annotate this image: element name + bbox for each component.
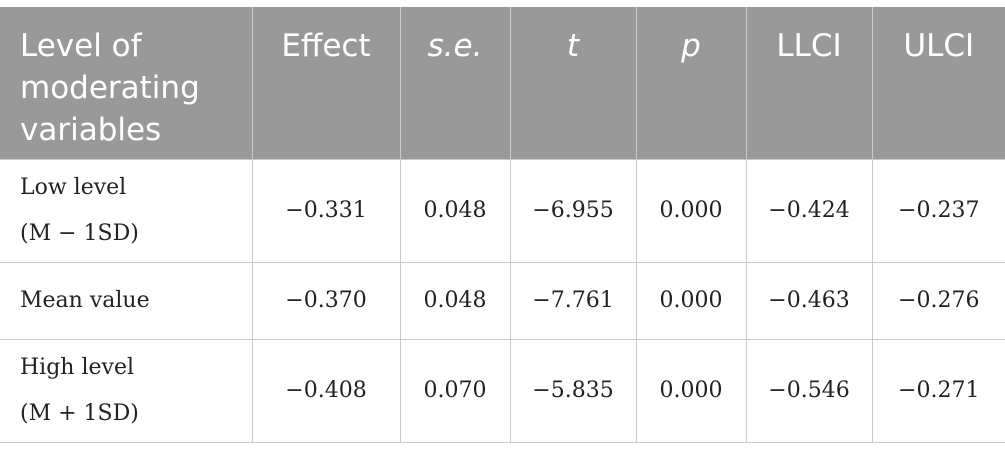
row-label: Low level (M − 1SD) [0, 158, 253, 263]
row-label-line1: High level [20, 354, 135, 380]
cell-p: 0.000 [635, 261, 747, 340]
cell-p: 0.000 [635, 158, 747, 263]
table-row-high-level: High level (M + 1SD) −0.408 0.070 −5.835… [0, 338, 1005, 443]
header-row: Level of moderating variables Effect s.e… [0, 7, 1005, 159]
header-llci: LLCI [745, 7, 872, 159]
cell-t: −7.761 [509, 261, 637, 340]
cell-effect: −0.331 [251, 158, 401, 263]
header-effect: Effect [251, 7, 400, 159]
cell-ulci: −0.237 [871, 158, 1005, 263]
cell-se: 0.070 [399, 338, 511, 443]
cell-se: 0.048 [399, 261, 511, 340]
header-se: s.e. [399, 7, 510, 159]
cell-effect: −0.370 [251, 261, 401, 340]
row-label-line2: (M − 1SD) [20, 220, 139, 246]
cell-llci: −0.424 [745, 158, 873, 263]
row-label-line1: Mean value [20, 287, 150, 313]
table-header: Level of moderating variables Effect s.e… [0, 7, 1005, 159]
header-level: Level of moderating variables [0, 7, 252, 159]
cell-t: −6.955 [509, 158, 637, 263]
cell-ulci: −0.271 [871, 338, 1005, 443]
header-p: p [635, 7, 746, 159]
table-row-mean-value: Mean value −0.370 0.048 −7.761 0.000 −0.… [0, 261, 1005, 340]
cell-t: −5.835 [509, 338, 637, 443]
cell-se: 0.048 [399, 158, 511, 263]
row-label-line2: (M + 1SD) [20, 400, 139, 426]
cell-ulci: −0.276 [871, 261, 1005, 340]
cell-p: 0.000 [635, 338, 747, 443]
table-body: Low level (M − 1SD) −0.331 0.048 −6.955 … [0, 158, 1005, 443]
cell-effect: −0.408 [251, 338, 401, 443]
header-t: t [509, 7, 636, 159]
cell-llci: −0.546 [745, 338, 873, 443]
row-label: Mean value [0, 261, 253, 340]
row-label: High level (M + 1SD) [0, 338, 253, 443]
moderation-table: Level of moderating variables Effect s.e… [0, 7, 1005, 443]
header-ulci: ULCI [871, 7, 1005, 159]
table-row-low-level: Low level (M − 1SD) −0.331 0.048 −6.955 … [0, 158, 1005, 263]
cell-llci: −0.463 [745, 261, 873, 340]
row-label-line1: Low level [20, 174, 127, 200]
